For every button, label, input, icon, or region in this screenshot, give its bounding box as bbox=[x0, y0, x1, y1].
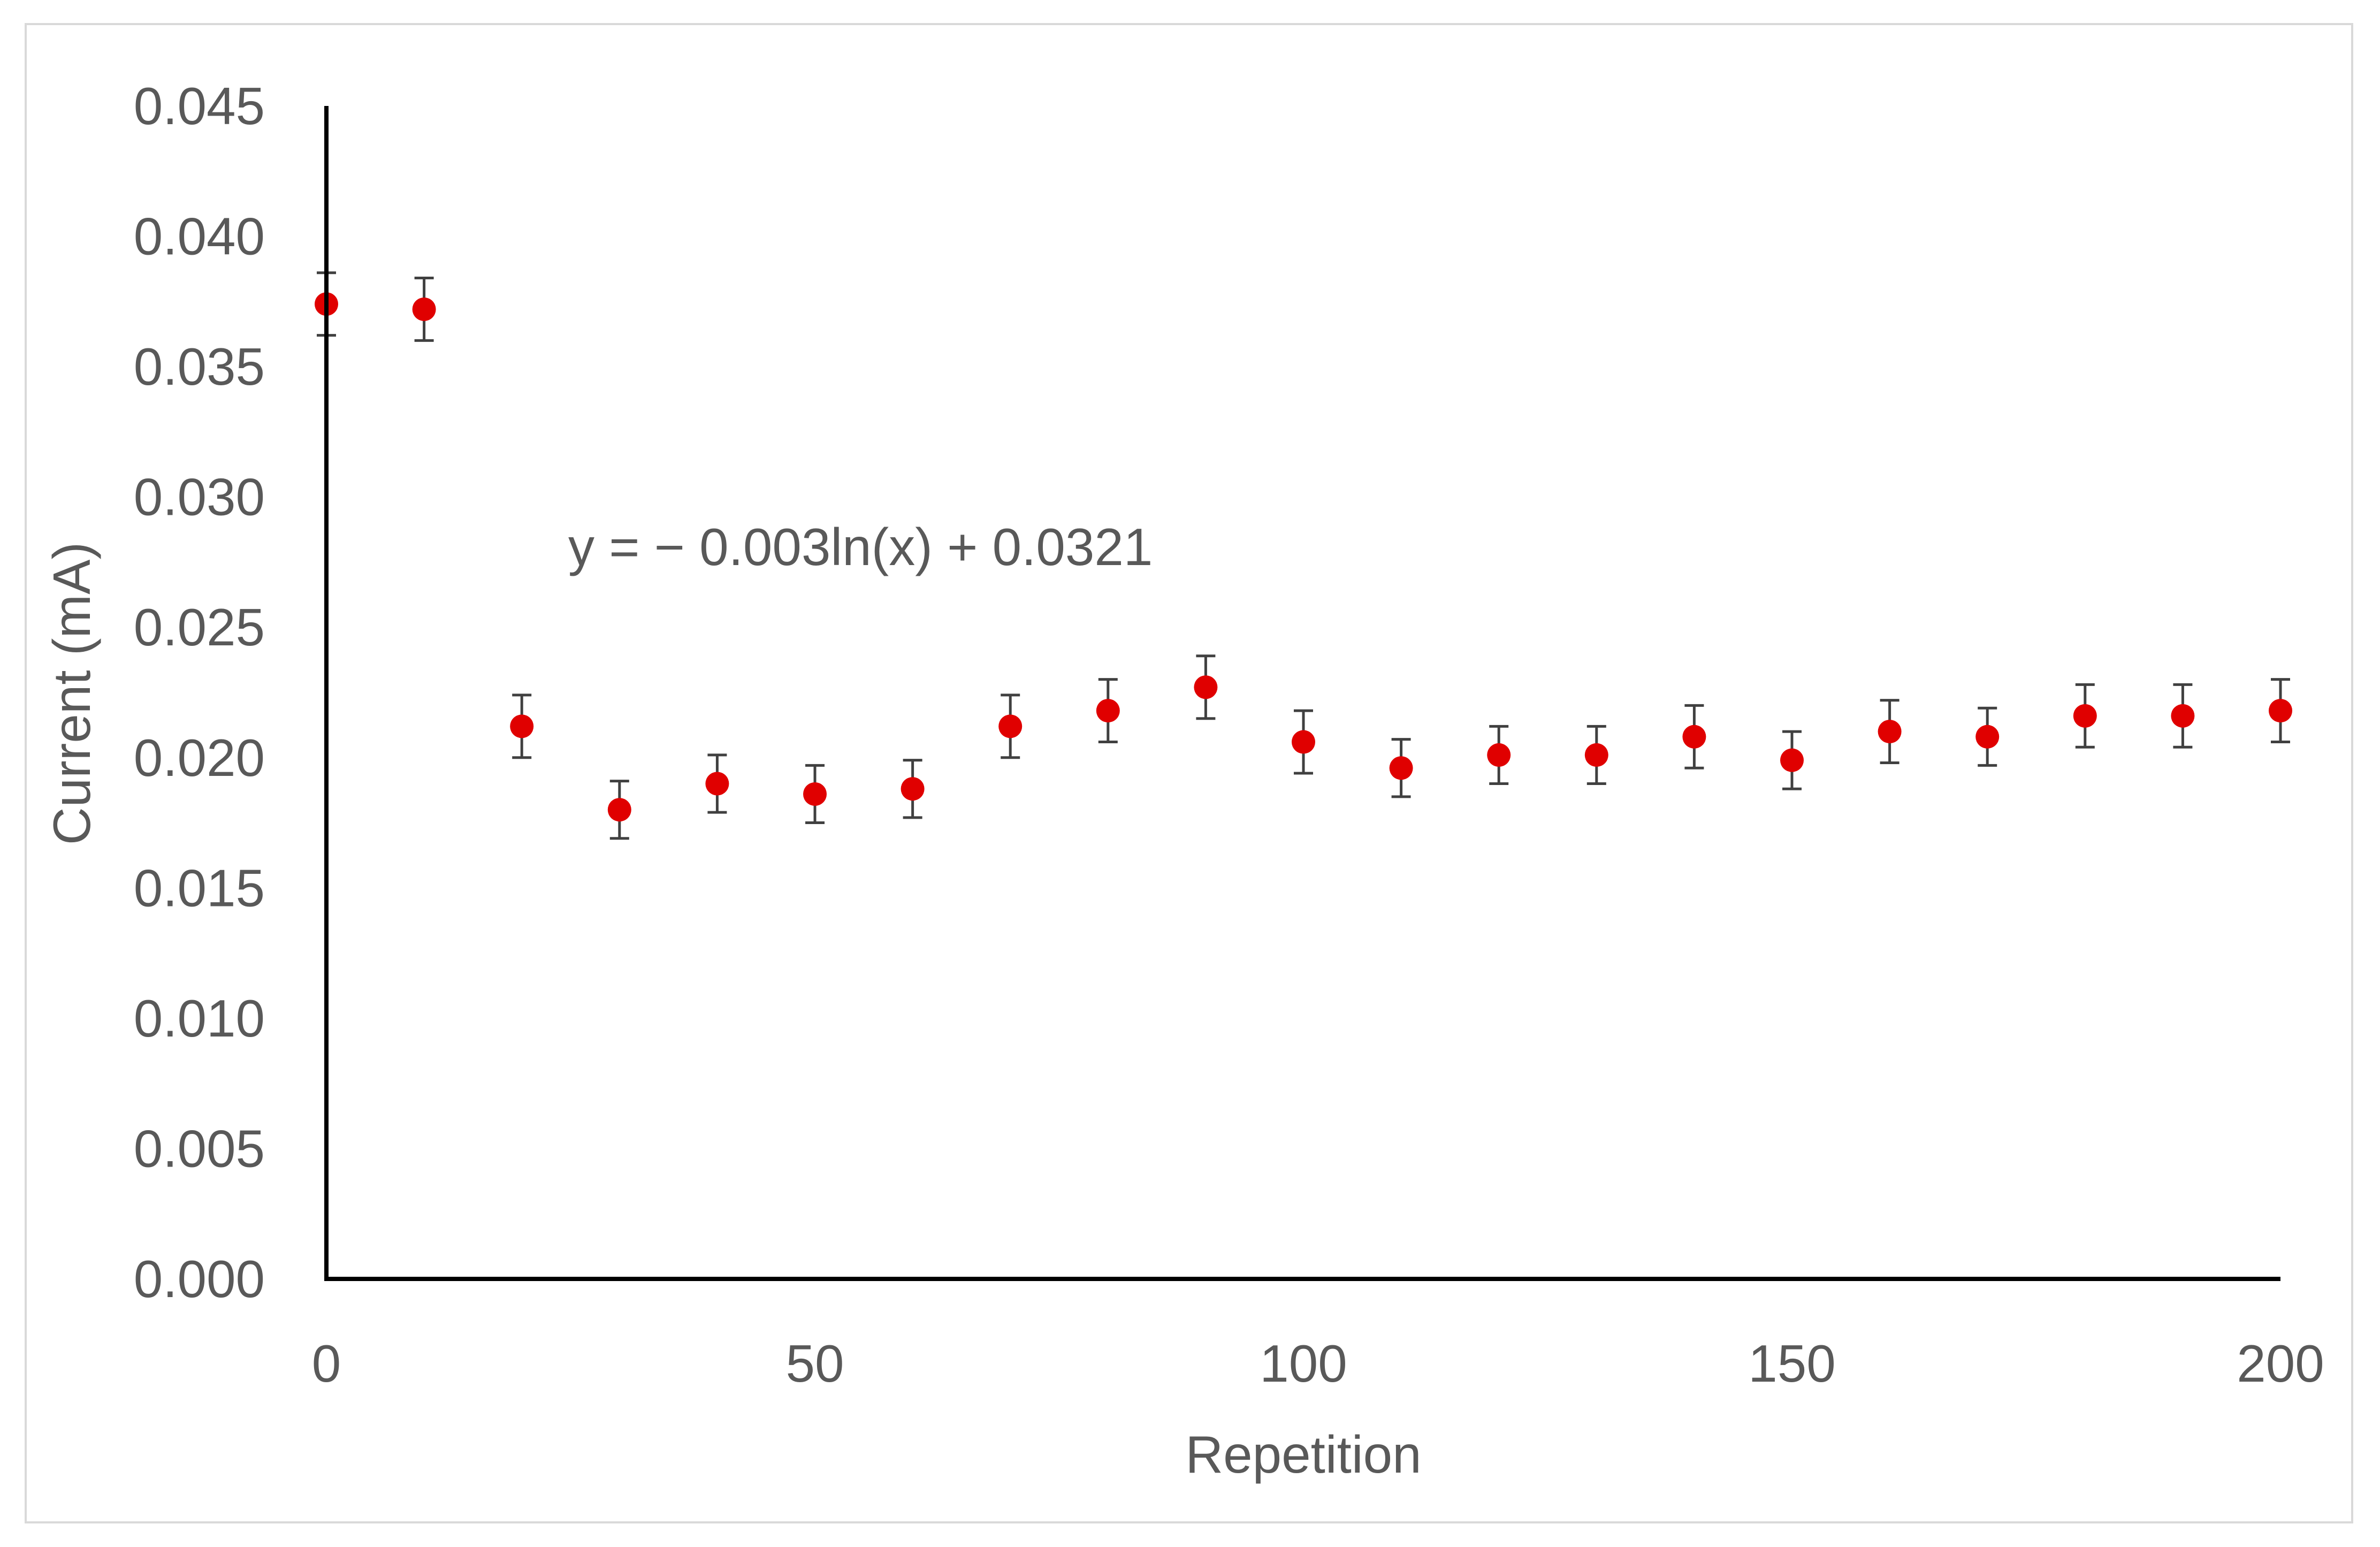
data-point bbox=[1780, 748, 1804, 772]
x-tick-label: 200 bbox=[2237, 1334, 2324, 1393]
x-axis-tick-labels: 0 50 100 150 200 bbox=[312, 1334, 2324, 1393]
x-axis-title: Repetition bbox=[1185, 1425, 1421, 1484]
data-point bbox=[510, 714, 534, 738]
x-tick-label: 50 bbox=[785, 1334, 844, 1393]
y-tick-label: 0.020 bbox=[134, 728, 265, 787]
data-point bbox=[2269, 699, 2292, 723]
data-point bbox=[1389, 756, 1413, 780]
y-tick-label: 0.035 bbox=[134, 337, 265, 396]
data-point bbox=[1584, 743, 1608, 767]
y-tick-label: 0.015 bbox=[134, 858, 265, 917]
data-point bbox=[901, 777, 925, 801]
data-points bbox=[315, 292, 2292, 822]
y-axis-title: Current (mA) bbox=[42, 542, 101, 845]
y-axis-tick-labels: 0.000 0.005 0.010 0.015 0.020 0.025 0.030 0.035… bbox=[134, 77, 265, 1308]
data-point bbox=[1292, 730, 1315, 754]
data-point bbox=[705, 772, 729, 796]
trendline-equation: y = − 0.003ln(x) + 0.0321 bbox=[568, 517, 1153, 576]
y-tick-label: 0.040 bbox=[134, 207, 265, 266]
y-tick-label: 0.030 bbox=[134, 468, 265, 527]
data-point bbox=[412, 297, 436, 321]
data-point bbox=[998, 714, 1023, 738]
x-tick-label: 150 bbox=[1748, 1334, 1836, 1393]
y-tick-label: 0.005 bbox=[134, 1119, 265, 1178]
data-point bbox=[1682, 725, 1706, 749]
data-point bbox=[1194, 675, 1218, 699]
data-point bbox=[2171, 704, 2195, 728]
data-point bbox=[1975, 725, 2000, 749]
y-tick-label: 0.025 bbox=[134, 598, 265, 657]
x-tick-label: 0 bbox=[312, 1334, 341, 1393]
y-tick-label: 0.010 bbox=[134, 989, 265, 1048]
x-tick-label: 100 bbox=[1260, 1334, 1347, 1393]
data-point bbox=[2073, 704, 2097, 728]
data-point bbox=[1096, 699, 1120, 723]
y-tick-label: 0.045 bbox=[134, 77, 265, 135]
data-point bbox=[1878, 720, 1902, 744]
data-point bbox=[803, 782, 827, 806]
data-point bbox=[1487, 743, 1511, 767]
data-point bbox=[607, 798, 631, 822]
chart-frame bbox=[25, 23, 2353, 1523]
y-tick-label: 0.000 bbox=[134, 1249, 265, 1308]
